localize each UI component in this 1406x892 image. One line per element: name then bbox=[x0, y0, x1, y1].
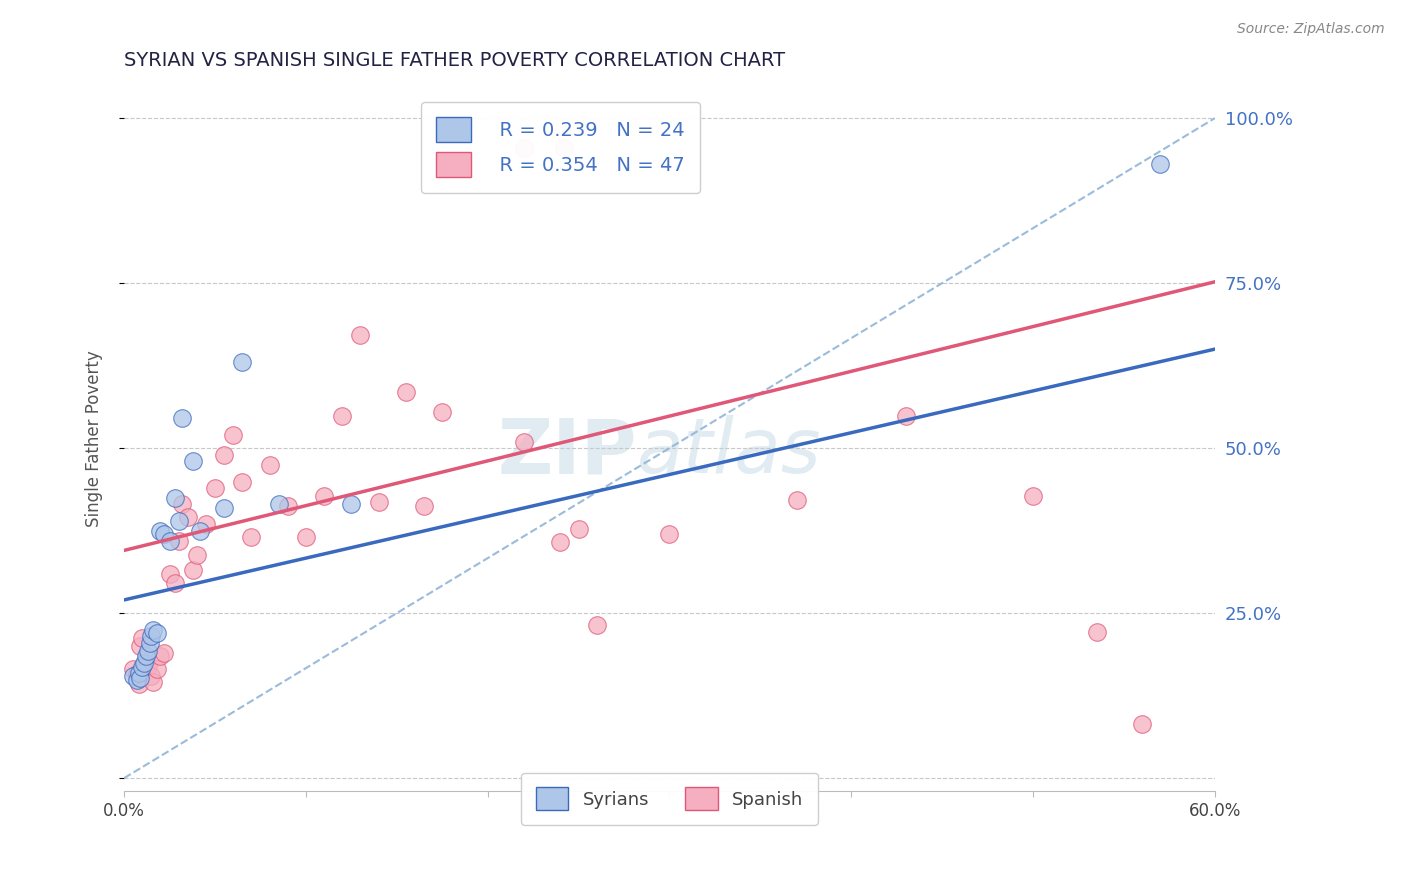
Point bbox=[513, 141, 536, 155]
Point bbox=[568, 522, 591, 536]
Point bbox=[122, 662, 145, 676]
Point bbox=[1085, 624, 1108, 639]
Point bbox=[367, 495, 389, 509]
Point bbox=[125, 673, 148, 688]
Point bbox=[172, 497, 194, 511]
Text: ZIP: ZIP bbox=[498, 416, 637, 490]
Point bbox=[340, 497, 363, 511]
Point bbox=[194, 516, 217, 531]
Point bbox=[553, 141, 575, 155]
Point bbox=[141, 629, 163, 643]
Point bbox=[159, 533, 181, 548]
Point bbox=[413, 499, 436, 513]
Point bbox=[349, 327, 371, 342]
Point bbox=[786, 492, 808, 507]
Point bbox=[136, 659, 159, 673]
Point bbox=[167, 514, 190, 528]
Point bbox=[149, 648, 172, 663]
Point bbox=[231, 355, 253, 369]
Point bbox=[159, 566, 181, 581]
Point bbox=[314, 489, 336, 503]
Point bbox=[131, 660, 153, 674]
Point bbox=[134, 656, 156, 670]
Point bbox=[658, 527, 681, 541]
Point bbox=[153, 527, 176, 541]
Point bbox=[585, 618, 607, 632]
Point bbox=[177, 510, 200, 524]
Point bbox=[513, 434, 536, 449]
Point bbox=[222, 428, 245, 442]
Point bbox=[141, 669, 163, 683]
Text: Source: ZipAtlas.com: Source: ZipAtlas.com bbox=[1237, 22, 1385, 37]
Point bbox=[131, 631, 153, 645]
Point bbox=[259, 458, 281, 472]
Point bbox=[181, 454, 204, 468]
Point bbox=[267, 497, 290, 511]
Point bbox=[204, 481, 226, 495]
Point bbox=[163, 491, 186, 505]
Point bbox=[153, 646, 176, 660]
Point bbox=[128, 665, 150, 680]
Point bbox=[1130, 717, 1153, 731]
Point bbox=[277, 499, 299, 513]
Point bbox=[129, 671, 152, 685]
Legend: Syrians, Spanish: Syrians, Spanish bbox=[522, 772, 818, 824]
Point bbox=[186, 548, 208, 562]
Y-axis label: Single Father Poverty: Single Father Poverty bbox=[86, 350, 103, 526]
Point bbox=[212, 500, 235, 515]
Point bbox=[432, 405, 454, 419]
Point bbox=[149, 524, 172, 538]
Point bbox=[125, 666, 148, 681]
Point bbox=[395, 384, 418, 399]
Point bbox=[167, 533, 190, 548]
Point bbox=[212, 448, 235, 462]
Point bbox=[240, 530, 263, 544]
Point bbox=[231, 475, 253, 490]
Point bbox=[894, 409, 917, 424]
Point bbox=[146, 662, 169, 676]
Point bbox=[135, 656, 157, 670]
Point bbox=[550, 534, 572, 549]
Point bbox=[138, 636, 160, 650]
Text: SYRIAN VS SPANISH SINGLE FATHER POVERTY CORRELATION CHART: SYRIAN VS SPANISH SINGLE FATHER POVERTY … bbox=[124, 51, 786, 70]
Point bbox=[142, 623, 165, 637]
Text: atlas: atlas bbox=[637, 416, 821, 490]
Point bbox=[142, 675, 165, 690]
Point bbox=[172, 411, 194, 425]
Point bbox=[190, 524, 212, 538]
Point bbox=[181, 563, 204, 577]
Point bbox=[330, 409, 353, 424]
Point bbox=[129, 639, 152, 653]
Point bbox=[136, 644, 159, 658]
Point bbox=[163, 576, 186, 591]
Point bbox=[1022, 489, 1045, 503]
Point bbox=[146, 626, 169, 640]
Point bbox=[122, 669, 145, 683]
Point bbox=[128, 677, 150, 691]
Point bbox=[295, 530, 318, 544]
Point bbox=[1149, 157, 1171, 171]
Point bbox=[135, 648, 157, 663]
